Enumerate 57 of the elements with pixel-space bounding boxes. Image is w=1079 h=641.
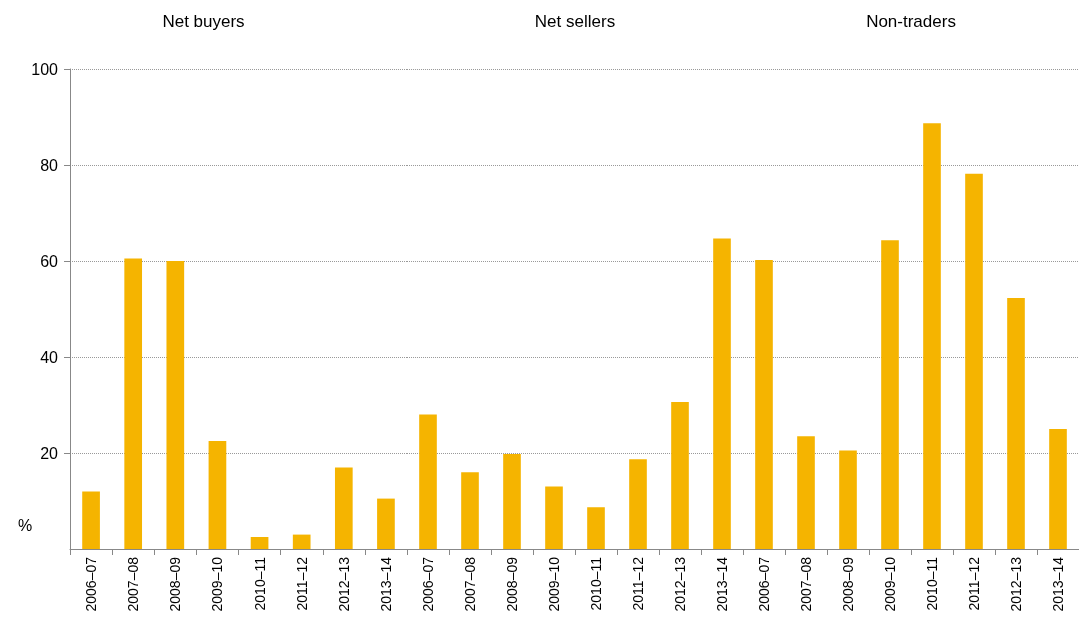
y-tick-label: 20	[40, 444, 59, 462]
x-tick-label: 2011–12	[630, 556, 646, 611]
bar	[250, 537, 269, 549]
x-tick-label: 2013–14	[714, 556, 730, 612]
bar	[671, 402, 689, 549]
y-tick-label: 60	[40, 252, 59, 270]
bar	[545, 486, 563, 549]
bar	[755, 260, 773, 549]
bar	[419, 414, 437, 549]
x-tick-label: 2007–08	[125, 556, 142, 612]
x-tick-label: 2006–07	[756, 556, 772, 612]
y-tick-label: 100	[31, 60, 59, 78]
x-tick-label: 2008–09	[167, 556, 184, 612]
bar	[1049, 429, 1067, 549]
bar	[839, 450, 857, 549]
chart-title: Non-traders	[866, 12, 956, 31]
bar	[124, 258, 143, 549]
bar	[82, 491, 100, 549]
bar	[292, 534, 311, 549]
x-tick-label: 2011–12	[966, 556, 982, 611]
x-tick-label: 2013–14	[1050, 556, 1066, 612]
bar	[334, 467, 353, 549]
bar	[629, 459, 647, 549]
bar	[797, 436, 815, 549]
y-tick-label: 80	[40, 156, 59, 174]
bar	[587, 507, 605, 549]
bar	[965, 173, 983, 549]
x-tick-label: 2009–10	[209, 556, 226, 612]
bar	[713, 238, 731, 549]
bar	[166, 261, 185, 549]
x-tick-label: 2009–10	[546, 556, 562, 612]
x-tick-label: 2010–11	[588, 556, 604, 611]
bar	[923, 123, 941, 549]
bar	[377, 498, 395, 549]
x-tick-label: 2010–11	[251, 556, 268, 611]
bar	[1007, 297, 1025, 549]
bar	[461, 472, 479, 549]
x-tick-label: 2007–08	[462, 556, 478, 612]
bar	[208, 441, 227, 549]
chart-title: Net buyers	[162, 12, 245, 31]
x-tick-label: 2008–09	[840, 556, 856, 612]
x-tick-label: 2012–13	[335, 556, 352, 612]
bar	[881, 240, 899, 549]
chart-title: Net sellers	[534, 12, 616, 31]
x-tick-label: 2013–14	[377, 556, 394, 612]
x-tick-label: 2009–10	[882, 556, 898, 612]
x-tick-label: 2011–12	[293, 556, 310, 611]
x-tick-label: 2007–08	[798, 556, 814, 612]
x-tick-label: 2010–11	[924, 556, 940, 611]
y-axis-title: %	[18, 516, 33, 534]
x-tick-label: 2012–13	[1008, 556, 1024, 612]
bar	[503, 453, 521, 549]
y-tick-label: 40	[40, 348, 59, 366]
x-tick-label: 2006–07	[420, 556, 436, 612]
x-tick-label: 2006–07	[83, 556, 100, 612]
x-tick-label: 2012–13	[672, 556, 688, 612]
x-tick-label: 2008–09	[504, 556, 520, 612]
